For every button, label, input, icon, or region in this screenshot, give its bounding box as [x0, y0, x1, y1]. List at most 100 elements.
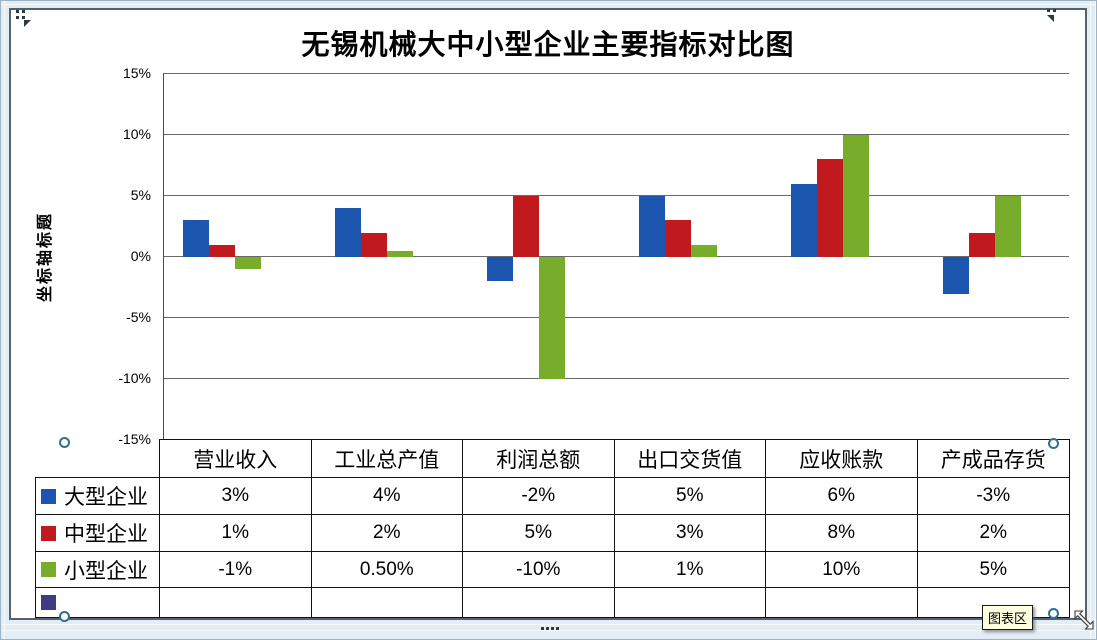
bar-小型企业-产成品存货[interactable]	[995, 196, 1021, 257]
table-value-cell[interactable]: 2%	[311, 515, 463, 552]
table-value-cell[interactable]: 2%	[917, 515, 1069, 552]
sheet-gridline	[1090, 1, 1091, 639]
table-header-cell[interactable]: 营业收入	[160, 440, 312, 478]
table-value-cell[interactable]: 0.50%	[311, 552, 463, 588]
legend-swatch-icon	[41, 525, 56, 541]
y-axis-tick-label: -5%	[126, 309, 151, 325]
selection-artifact-triangle	[1047, 15, 1054, 22]
table-value-cell[interactable]: 1%	[614, 552, 766, 588]
legend-label: 中型企业	[64, 522, 148, 546]
table-value-cell[interactable]: -1%	[160, 552, 312, 588]
selection-artifact-dot	[546, 627, 549, 630]
legend-swatch-icon	[41, 595, 56, 610]
gridline	[164, 317, 1069, 318]
selection-artifact-dot	[541, 627, 544, 630]
table-value-cell[interactable]: -10%	[463, 552, 615, 588]
table-header-cell[interactable]: 出口交货值	[614, 440, 766, 478]
legend-item[interactable]	[36, 588, 159, 617]
table-value-cell[interactable]: 3%	[160, 478, 312, 515]
selection-artifact-dot	[556, 627, 559, 630]
table-value-cell[interactable]: 4%	[311, 478, 463, 515]
selection-artifact-dot	[22, 16, 25, 19]
table-value-cell[interactable]: -3%	[917, 478, 1069, 515]
y-axis-tick-label: 0%	[130, 248, 151, 264]
chart-area-tooltip: 图表区	[982, 605, 1034, 630]
table-value-cell[interactable]: 5%	[463, 515, 615, 552]
table-value-cell[interactable]: 5%	[614, 478, 766, 515]
selection-handle[interactable]	[59, 437, 70, 448]
bar-小型企业-营业收入[interactable]	[235, 257, 261, 269]
table-header-cell[interactable]: 利润总额	[463, 440, 615, 478]
selection-artifact-dot	[551, 627, 554, 630]
table-value-cell[interactable]	[463, 588, 615, 617]
selection-handle[interactable]	[1048, 438, 1059, 449]
selection-handle[interactable]	[1048, 608, 1059, 619]
selection-artifact-dot	[16, 16, 19, 19]
sheet-gridline	[1, 630, 1096, 631]
bar-中型企业-工业总产值[interactable]	[361, 233, 387, 257]
legend-swatch-icon	[41, 562, 56, 577]
bar-大型企业-利润总额[interactable]	[487, 257, 513, 281]
chart-legend: 大型企业中型企业小型企业	[35, 477, 160, 618]
selection-handle[interactable]	[59, 611, 70, 622]
legend-item[interactable]: 中型企业	[36, 515, 159, 552]
bar-中型企业-营业收入[interactable]	[209, 245, 235, 257]
table-header-cell[interactable]: 工业总产值	[311, 440, 463, 478]
table-value-cell[interactable]: 1%	[160, 515, 312, 552]
legend-swatch-icon	[41, 488, 56, 504]
bar-大型企业-产成品存货[interactable]	[943, 257, 969, 294]
table-value-cell[interactable]: 3%	[614, 515, 766, 552]
selection-artifact-dot	[1047, 9, 1050, 12]
table-value-cell[interactable]: 8%	[766, 515, 918, 552]
bar-中型企业-应收账款[interactable]	[817, 159, 843, 257]
bar-小型企业-应收账款[interactable]	[843, 135, 869, 257]
bar-中型企业-利润总额[interactable]	[513, 196, 539, 257]
y-axis-tick-label: -10%	[118, 370, 151, 386]
sheet-gridline	[1, 4, 1096, 5]
y-axis-line	[163, 73, 164, 440]
gridline	[164, 195, 1069, 196]
y-axis-tick-label: 15%	[122, 65, 151, 81]
table-value-cell[interactable]	[614, 588, 766, 617]
sheet-gridline	[1, 624, 1096, 625]
y-axis-tick-label: 5%	[130, 187, 151, 203]
y-axis-tick-label: 10%	[122, 126, 151, 142]
bar-小型企业-工业总产值[interactable]	[387, 251, 413, 257]
bar-大型企业-出口交货值[interactable]	[639, 196, 665, 257]
table-header-cell[interactable]: 产成品存货	[917, 440, 1069, 478]
bar-小型企业-利润总额[interactable]	[539, 257, 565, 379]
gridline	[164, 256, 1069, 257]
gridline	[164, 134, 1069, 135]
sheet-gridline	[4, 1, 5, 639]
table-value-cell[interactable]	[160, 588, 312, 617]
y-axis-title[interactable]: 坐标轴标题	[37, 212, 54, 303]
selection-artifact-dot	[16, 10, 19, 13]
chart-data-table: 营业收入 工业总产值 利润总额 出口交货值 应收账款 产成品存货 3% 4% -2% 5% 6% -3…	[159, 439, 1070, 618]
sheet-gridline	[1095, 1, 1096, 639]
table-value-cell[interactable]	[311, 588, 463, 617]
table-value-cell[interactable]: 5%	[917, 552, 1069, 588]
bar-中型企业-产成品存货[interactable]	[969, 233, 995, 257]
legend-item[interactable]: 小型企业	[36, 552, 159, 588]
bar-中型企业-出口交货值[interactable]	[665, 220, 691, 257]
legend-label: 大型企业	[64, 485, 148, 509]
table-value-cell[interactable]: -2%	[463, 478, 615, 515]
y-axis-tick-label: -15%	[118, 431, 151, 447]
selection-artifact-dot	[22, 10, 25, 13]
table-header-cell[interactable]: 应收账款	[766, 440, 918, 478]
bar-大型企业-应收账款[interactable]	[791, 184, 817, 257]
legend-item[interactable]: 大型企业	[36, 478, 159, 515]
gridline	[164, 73, 1069, 74]
table-value-cell[interactable]: 6%	[766, 478, 918, 515]
selection-artifact-triangle	[24, 20, 31, 27]
legend-label: 小型企业	[64, 558, 148, 583]
bar-大型企业-营业收入[interactable]	[183, 220, 209, 257]
bar-大型企业-工业总产值[interactable]	[335, 208, 361, 257]
table-value-cell[interactable]: 10%	[766, 552, 918, 588]
gridline	[164, 378, 1069, 379]
resize-cursor-icon	[1073, 609, 1095, 636]
chart-title[interactable]: 无锡机械大中小型企业主要指标对比图	[301, 30, 795, 61]
bar-小型企业-出口交货值[interactable]	[691, 245, 717, 257]
table-value-cell[interactable]	[766, 588, 918, 617]
